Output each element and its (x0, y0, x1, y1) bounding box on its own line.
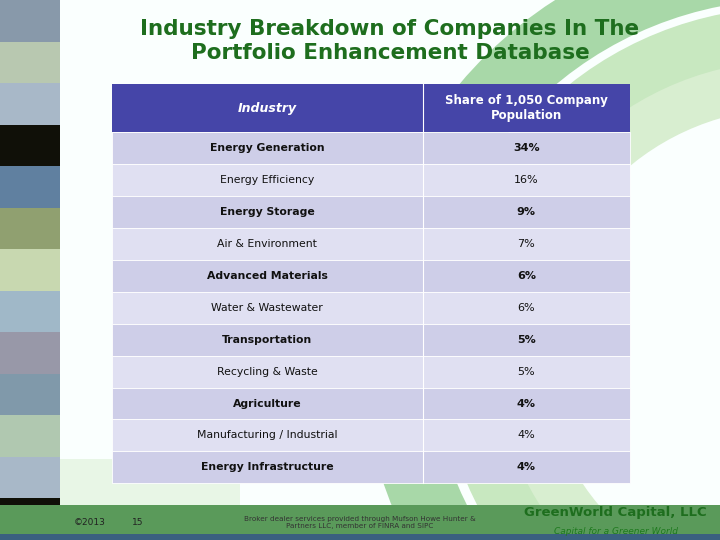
Bar (112, 451, 630, 483)
Text: Energy Storage: Energy Storage (220, 207, 315, 217)
Text: Industry: Industry (238, 102, 297, 114)
Text: 5%: 5% (518, 367, 535, 376)
Bar (112, 196, 630, 228)
Bar (0, 125, 60, 166)
Text: Manufacturing / Industrial: Manufacturing / Industrial (197, 430, 338, 441)
Bar (0, 415, 60, 457)
Text: 9%: 9% (517, 207, 536, 217)
Text: 7%: 7% (518, 239, 535, 249)
Text: 5%: 5% (517, 335, 536, 345)
FancyBboxPatch shape (60, 459, 240, 540)
Bar (0, 291, 60, 332)
Text: Share of 1,050 Company
Population: Share of 1,050 Company Population (445, 94, 608, 122)
Text: Air & Environment: Air & Environment (217, 239, 317, 249)
Text: ©2013: ©2013 (74, 518, 106, 527)
Bar (0, 208, 60, 249)
Text: Recycling & Waste: Recycling & Waste (217, 367, 318, 376)
Text: 16%: 16% (514, 175, 539, 185)
Bar (0, 42, 60, 83)
Text: Energy Generation: Energy Generation (210, 143, 325, 153)
Bar (0, 457, 60, 498)
Text: Capital for a Greener World: Capital for a Greener World (554, 526, 678, 536)
Bar (112, 84, 630, 132)
Text: Water & Wastewater: Water & Wastewater (211, 303, 323, 313)
Bar (112, 292, 630, 324)
Bar (0, 498, 60, 540)
Text: GreenWorld Capital, LLC: GreenWorld Capital, LLC (524, 506, 707, 519)
Text: 34%: 34% (513, 143, 539, 153)
Text: Agriculture: Agriculture (233, 399, 302, 409)
Bar (0, 374, 60, 415)
Text: Energy Efficiency: Energy Efficiency (220, 175, 314, 185)
Bar (0, 332, 60, 374)
Bar (0, 534, 720, 540)
Text: Broker dealer services provided through Mufson Howe Hunter &
Partners LLC, membe: Broker dealer services provided through … (244, 516, 476, 529)
Text: Industry Breakdown of Companies In The: Industry Breakdown of Companies In The (140, 19, 639, 39)
Bar (112, 420, 630, 451)
Bar (0, 83, 60, 125)
Bar (112, 324, 630, 356)
Text: 6%: 6% (518, 303, 535, 313)
Text: 4%: 4% (518, 430, 535, 441)
Bar (112, 260, 630, 292)
Bar (0, 505, 720, 540)
Text: 6%: 6% (517, 271, 536, 281)
Bar (112, 356, 630, 388)
Text: 15: 15 (132, 518, 143, 527)
Text: Portfolio Enhancement Database: Portfolio Enhancement Database (191, 43, 589, 63)
Bar (0, 166, 60, 208)
Bar (0, 0, 60, 42)
Bar (0, 249, 60, 291)
Text: Advanced Materials: Advanced Materials (207, 271, 328, 281)
Bar (112, 388, 630, 420)
Bar (112, 132, 630, 164)
Bar (112, 164, 630, 196)
Text: Transportation: Transportation (222, 335, 312, 345)
Text: Energy Infrastructure: Energy Infrastructure (201, 462, 333, 472)
Text: 4%: 4% (517, 462, 536, 472)
Text: 4%: 4% (517, 399, 536, 409)
Bar (112, 228, 630, 260)
